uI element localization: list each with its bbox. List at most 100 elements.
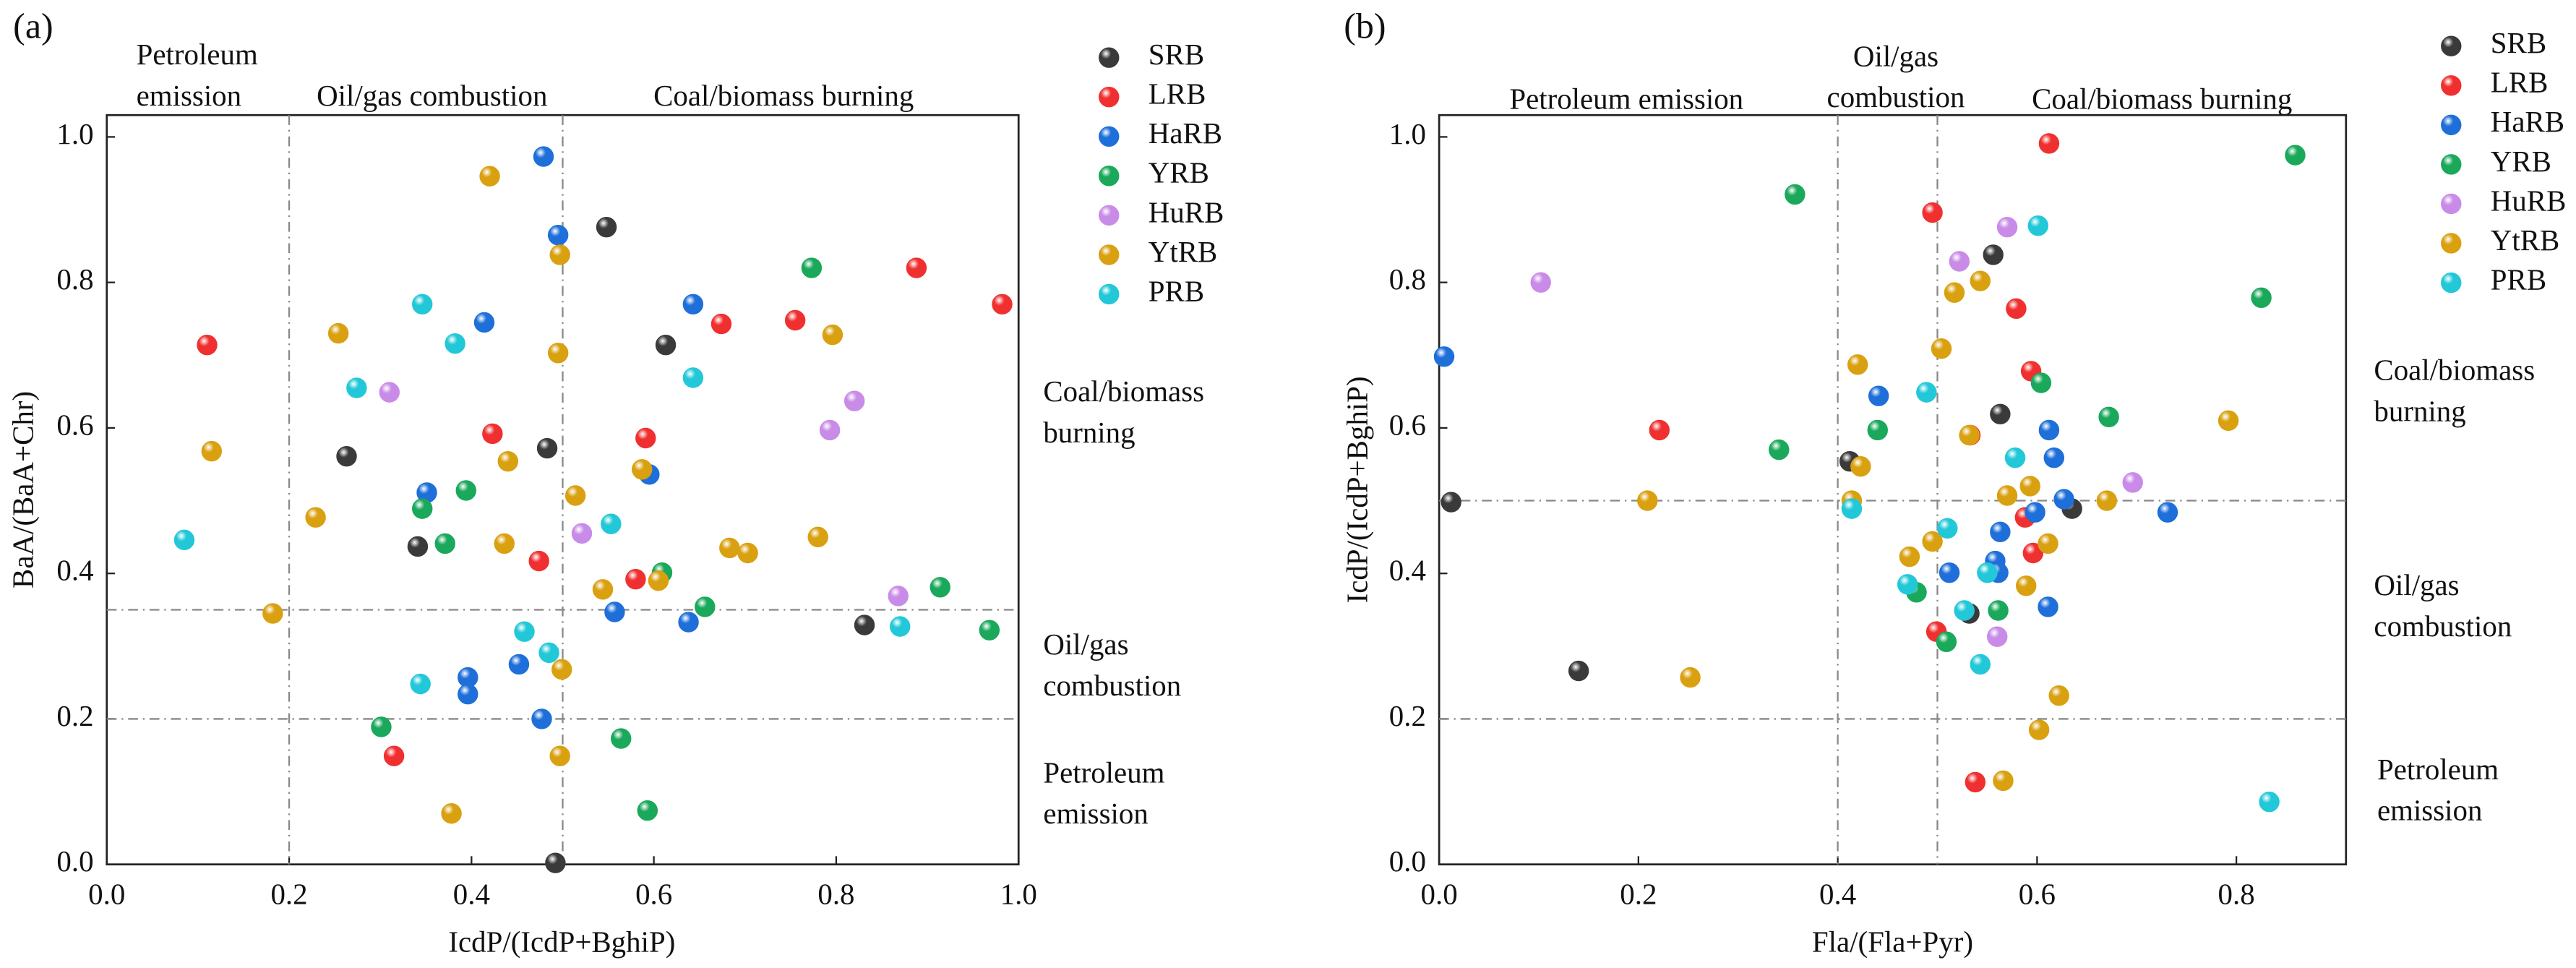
scatter-point [1990,403,2011,425]
panel-label: (a) [13,5,53,46]
scatter-point [482,423,503,445]
scatter-point [632,459,653,480]
y-tick-label: 0.0 [1389,845,1426,878]
region-annotation: emission [2377,794,2482,827]
scatter-point [2038,133,2060,154]
region-annotation: Coal/biomass [2374,354,2535,386]
scatter-point [2028,719,2050,740]
scatter-point [2038,533,2058,554]
scatter-point [2006,298,2027,320]
legend-label: HaRB [2491,106,2564,138]
scatter-point [197,334,218,356]
scatter-point [2251,287,2272,309]
x-tick-label: 0.4 [453,878,490,911]
scatter-point [494,533,515,554]
scatter-point [2004,447,2026,468]
scatter-point [1965,771,1986,793]
scatter-point [379,382,400,403]
scatter-point [807,526,828,548]
scatter-point [2048,685,2069,706]
region-annotation: Oil/gas [1853,40,1939,72]
region-annotation: burning [2374,395,2465,427]
legend-label: HuRB [1149,196,1224,228]
scatter-point [410,673,431,695]
scatter-point [1769,439,1790,461]
y-axis-label: IcdP/(IcdP+BghiP) [1341,376,1373,603]
scatter-point [1990,521,2011,543]
y-tick-label: 0.4 [1389,554,1426,587]
scatter-point [531,708,552,729]
scatter-point [1944,282,1965,303]
legend-label: YtRB [2491,224,2559,257]
scatter-point [1899,546,1920,567]
scatter-point [412,294,433,315]
scatter-point [596,216,617,238]
scatter-point [1954,600,1975,621]
scatter-point [929,577,950,598]
scatter-point [2038,419,2060,441]
scatter-point [371,716,392,737]
scatter-point [1937,518,1958,539]
y-tick-label: 0.2 [56,700,93,732]
scatter-point [1949,251,1970,272]
legend-marker [2441,233,2462,254]
scatter-point [445,333,465,354]
scatter-point [1441,492,1461,513]
scatter-point [412,498,433,519]
scatter-point [383,745,405,766]
legend-marker [1099,126,1120,147]
panel-label: (b) [1344,5,1386,46]
scatter-point [1637,490,1658,511]
scatter-point [1922,202,1943,223]
region-annotation: Petroleum [1043,756,1164,789]
scatter-point [1970,270,1991,291]
scatter-point [533,146,554,167]
scatter-point [407,536,429,557]
scatter-point [1897,574,1918,595]
scatter-point [819,419,841,441]
legend-marker [1099,87,1120,108]
legend-label: LRB [2491,67,2549,99]
scatter-point [719,537,740,559]
x-axis-label: Fla/(Fla+Pyr) [1812,925,1973,958]
scatter-point [1649,419,1670,441]
x-tick-label: 0.0 [1421,878,1458,911]
scatter-point [479,166,500,187]
scatter-point [888,586,909,607]
scatter-point [564,485,586,506]
x-tick-label: 1.0 [1000,878,1037,911]
scatter-point [441,803,462,824]
x-tick-label: 0.6 [635,878,672,911]
scatter-point [992,294,1013,315]
scatter-point [473,312,495,333]
x-tick-label: 0.2 [270,878,307,911]
scatter-point [710,313,732,335]
scatter-point [604,601,625,622]
scatter-point [784,309,806,331]
region-annotation: Coal/biomass burning [2032,82,2292,115]
scatter-point [648,570,669,591]
scatter-point [1568,660,1589,682]
scatter-point [601,513,622,534]
scatter-point [682,367,704,388]
scatter-point [1785,184,1806,205]
scatter-point [549,244,570,265]
scatter-point [1977,562,1998,583]
scatter-point [592,579,614,600]
scatter-point [1970,654,1991,675]
scatter-point [514,621,535,642]
legend-marker [2441,35,2462,56]
scatter-point [2043,447,2065,468]
scatter-point [1936,631,1957,652]
scatter-point [528,550,549,572]
scatter-point [801,257,823,278]
scatter-point [547,225,569,246]
scatter-point [625,569,646,590]
x-tick-label: 0.4 [1819,878,1856,911]
scatter-point [173,529,195,551]
legend-marker [1099,283,1120,305]
legend-marker [2441,193,2462,215]
region-annotation: emission [1043,797,1148,830]
scatter-point [2015,575,2037,596]
